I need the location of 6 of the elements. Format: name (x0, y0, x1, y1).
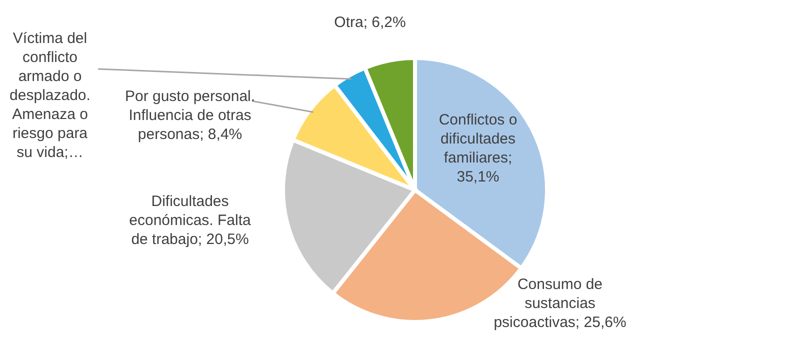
slice-label: Víctima del conflicto armado o desplazado. Amenaza o riesgo para su vida;… (10, 30, 90, 161)
slice-label: Por gusto personal. Influencia de otras personas; 8,4% (124, 88, 256, 143)
slice-label: Dificultades económicas. Falta de trabajo; 20,5% (129, 193, 252, 248)
slice-label: Consumo de sustancias psicoactivas; 25,6% (494, 276, 626, 331)
slice-label: Conflictos o dificultades familiares; 35,1% (438, 112, 518, 186)
slice-label: Otra; 6,2% (334, 14, 406, 31)
